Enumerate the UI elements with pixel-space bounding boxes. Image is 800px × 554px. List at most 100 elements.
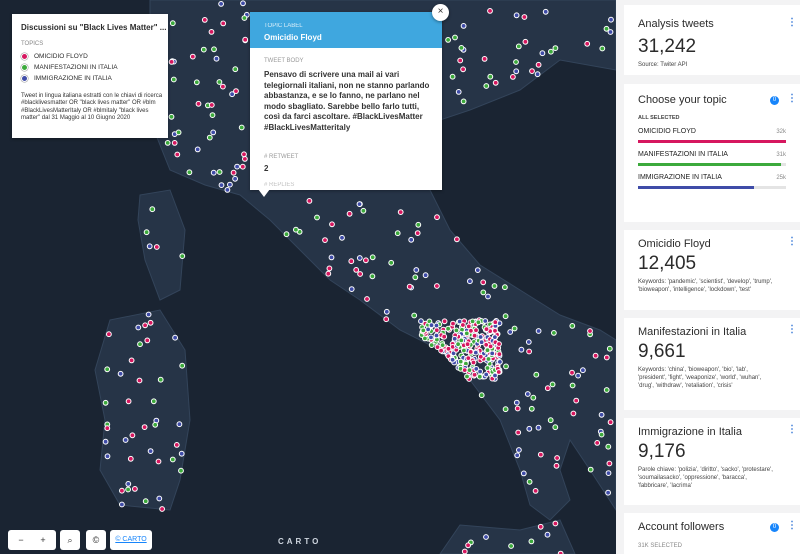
tweet-point[interactable] — [428, 322, 435, 329]
tweet-point[interactable] — [406, 283, 413, 290]
tweet-point[interactable] — [537, 451, 544, 458]
tweet-point[interactable] — [569, 323, 576, 329]
tweet-point[interactable] — [220, 83, 226, 90]
tweet-point[interactable] — [179, 253, 186, 260]
tweet-point[interactable] — [460, 66, 467, 73]
tweet-point[interactable] — [491, 283, 498, 289]
tweet-point[interactable] — [503, 363, 509, 370]
tweet-point[interactable] — [528, 405, 535, 412]
tweet-point[interactable] — [418, 318, 424, 325]
tweet-point[interactable] — [544, 385, 551, 392]
tweet-point[interactable] — [485, 356, 492, 362]
tweet-point[interactable] — [136, 377, 143, 384]
tweet-point[interactable] — [502, 284, 508, 291]
tweet-point[interactable] — [516, 447, 522, 453]
tweet-point[interactable] — [104, 425, 111, 432]
tweet-point[interactable] — [415, 221, 422, 228]
tweet-point[interactable] — [428, 334, 434, 341]
tweet-point[interactable] — [535, 328, 542, 334]
tweet-point[interactable] — [487, 8, 493, 14]
tweet-point[interactable] — [137, 341, 143, 348]
tweet-point[interactable] — [445, 325, 452, 332]
tweet-point[interactable] — [104, 366, 111, 373]
tweet-point[interactable] — [208, 29, 215, 35]
tweet-point[interactable] — [552, 424, 559, 431]
tweet-point[interactable] — [171, 140, 178, 146]
tweet-point[interactable] — [433, 332, 440, 339]
tweet-point[interactable] — [513, 12, 520, 19]
tweet-point[interactable] — [369, 254, 376, 261]
tweet-point[interactable] — [477, 334, 484, 340]
tweet-point[interactable] — [388, 259, 395, 266]
tweet-point[interactable] — [477, 353, 484, 360]
tweet-point[interactable] — [530, 394, 537, 401]
tweet-point[interactable] — [477, 368, 484, 375]
tweet-point[interactable] — [464, 373, 470, 380]
tweet-point[interactable] — [145, 311, 152, 318]
tweet-point[interactable] — [142, 322, 149, 329]
tweet-point[interactable] — [433, 322, 440, 329]
tweet-point[interactable] — [487, 73, 494, 80]
tweet-point[interactable] — [283, 231, 290, 238]
tweet-point[interactable] — [522, 38, 529, 45]
tweet-point[interactable] — [451, 335, 458, 342]
tweet-point[interactable] — [210, 169, 217, 176]
tweet-point[interactable] — [169, 20, 176, 27]
tweet-point[interactable] — [513, 399, 520, 406]
tweet-point[interactable] — [492, 319, 499, 326]
tweet-point[interactable] — [433, 327, 440, 334]
tweet-point[interactable] — [450, 320, 456, 327]
tweet-point[interactable] — [325, 270, 332, 277]
tweet-point[interactable] — [445, 345, 452, 352]
tweet-point[interactable] — [521, 14, 528, 20]
tweet-point[interactable] — [552, 520, 559, 527]
tweet-point[interactable] — [495, 369, 502, 375]
tweet-point[interactable] — [233, 88, 239, 94]
tweet-point[interactable] — [209, 112, 216, 118]
tweet-point[interactable] — [234, 163, 241, 170]
tweet-point[interactable] — [537, 523, 544, 530]
tweet-point[interactable] — [548, 48, 554, 55]
tweet-point[interactable] — [439, 342, 446, 349]
tweet-point[interactable] — [224, 187, 231, 193]
tweet-point[interactable] — [607, 419, 614, 426]
tweet-point[interactable] — [514, 405, 521, 412]
tweet-point[interactable] — [458, 45, 465, 51]
tweet-point[interactable] — [460, 23, 467, 29]
tweet-point[interactable] — [348, 258, 355, 265]
tweet-point[interactable] — [360, 207, 367, 214]
tweet-point[interactable] — [413, 267, 420, 273]
tweet-point[interactable] — [218, 182, 225, 189]
tweet-point[interactable] — [483, 534, 489, 540]
tweet-point[interactable] — [414, 230, 421, 237]
tweet-point[interactable] — [425, 326, 432, 333]
tweet-point[interactable] — [144, 337, 151, 344]
tweet-point[interactable] — [170, 76, 177, 83]
tweet-point[interactable] — [483, 326, 490, 333]
tweet-point[interactable] — [570, 410, 577, 417]
tweet-point[interactable] — [346, 210, 353, 217]
tweet-point[interactable] — [534, 71, 541, 78]
tweet-point[interactable] — [575, 372, 581, 379]
tweet-point[interactable] — [605, 443, 612, 450]
tweet-point[interactable] — [473, 327, 479, 334]
tweet-point[interactable] — [539, 50, 546, 57]
tweet-point[interactable] — [533, 371, 540, 378]
tweet-point[interactable] — [441, 318, 448, 325]
carto-link[interactable]: © CARTO — [110, 530, 152, 550]
tweet-point[interactable] — [143, 229, 150, 236]
search-button[interactable]: ⌕ — [60, 530, 80, 550]
tweet-point[interactable] — [603, 354, 610, 361]
tweet-point[interactable] — [353, 267, 360, 273]
tweet-point[interactable] — [155, 458, 162, 465]
tweet-point[interactable] — [179, 362, 186, 369]
tweet-point[interactable] — [422, 272, 429, 279]
tweet-point[interactable] — [339, 234, 345, 241]
map[interactable]: Discussioni su "Black Lives Matter" ... … — [0, 0, 616, 554]
tweet-point[interactable] — [356, 201, 363, 208]
tweet-point[interactable] — [476, 373, 483, 380]
widget-menu[interactable]: ⋮ — [787, 424, 797, 435]
tweet-point[interactable] — [478, 339, 485, 346]
tweet-point[interactable] — [119, 487, 125, 494]
tweet-point[interactable] — [470, 359, 477, 366]
